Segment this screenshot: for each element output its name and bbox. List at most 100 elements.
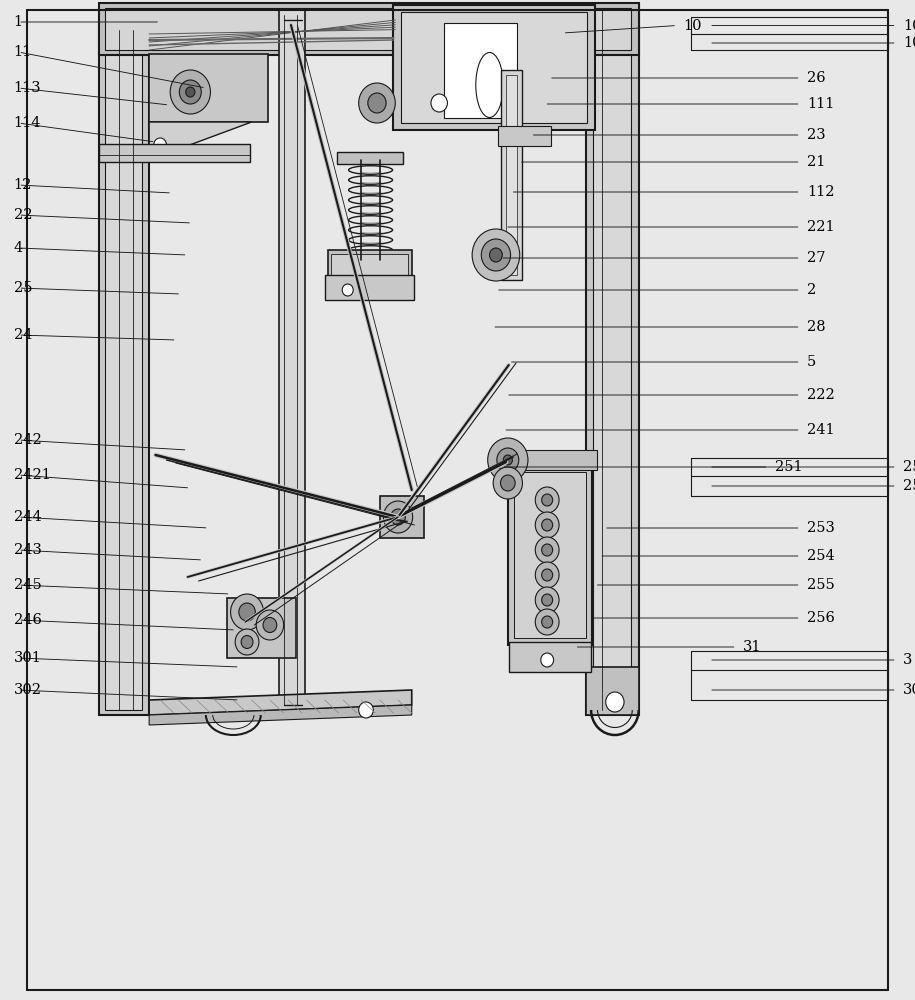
Text: 241: 241 <box>807 423 834 437</box>
Circle shape <box>264 617 277 633</box>
Text: 221: 221 <box>807 220 834 234</box>
Bar <box>279 10 305 705</box>
Text: 26: 26 <box>807 71 825 85</box>
Text: 12: 12 <box>14 178 32 192</box>
Circle shape <box>542 594 553 606</box>
Circle shape <box>170 70 210 114</box>
Circle shape <box>541 653 554 667</box>
Circle shape <box>472 229 520 281</box>
Bar <box>328 250 412 282</box>
Text: 101: 101 <box>903 18 915 32</box>
Text: 2421: 2421 <box>14 468 50 482</box>
Bar <box>593 7 631 710</box>
Circle shape <box>542 616 553 628</box>
Bar <box>509 642 591 672</box>
Bar <box>99 20 149 715</box>
Bar <box>514 472 586 638</box>
Bar <box>506 75 517 275</box>
Text: 302: 302 <box>14 683 42 697</box>
Text: 2521: 2521 <box>903 479 915 493</box>
Text: 112: 112 <box>807 185 834 199</box>
Text: 253: 253 <box>807 521 834 535</box>
Text: 30: 30 <box>903 683 915 697</box>
Bar <box>331 254 408 278</box>
Text: 222: 222 <box>807 388 834 402</box>
Text: 4: 4 <box>14 241 23 255</box>
Text: 10: 10 <box>684 18 702 32</box>
Text: 102: 102 <box>903 36 915 50</box>
Circle shape <box>391 509 405 525</box>
Ellipse shape <box>476 52 503 117</box>
Bar <box>149 54 268 122</box>
Circle shape <box>186 87 195 97</box>
Circle shape <box>383 501 413 533</box>
Text: 21: 21 <box>807 155 825 169</box>
Circle shape <box>535 537 559 563</box>
Bar <box>337 152 403 164</box>
Text: 244: 244 <box>14 510 41 524</box>
Circle shape <box>488 438 528 482</box>
Circle shape <box>235 629 259 655</box>
Text: 1: 1 <box>14 15 23 29</box>
Text: 3: 3 <box>903 653 912 667</box>
Bar <box>99 3 639 55</box>
Text: 23: 23 <box>807 128 825 142</box>
Text: 254: 254 <box>807 549 834 563</box>
Circle shape <box>342 284 353 296</box>
Circle shape <box>493 467 522 499</box>
Circle shape <box>359 702 373 718</box>
Polygon shape <box>149 705 412 725</box>
Circle shape <box>256 610 284 640</box>
Text: 25: 25 <box>14 281 32 295</box>
Circle shape <box>535 587 559 613</box>
Text: 2: 2 <box>807 283 816 297</box>
Circle shape <box>535 562 559 588</box>
Bar <box>498 126 551 146</box>
Polygon shape <box>149 122 252 160</box>
Bar <box>503 450 597 470</box>
Circle shape <box>535 609 559 635</box>
Circle shape <box>542 544 553 556</box>
Text: 243: 243 <box>14 543 41 557</box>
Circle shape <box>542 494 553 506</box>
Bar <box>325 275 414 300</box>
Circle shape <box>503 455 512 465</box>
Bar <box>444 23 517 118</box>
Text: 252: 252 <box>903 460 915 474</box>
Text: 242: 242 <box>14 433 41 447</box>
Circle shape <box>431 94 447 112</box>
Bar <box>508 465 592 645</box>
Text: 5: 5 <box>807 355 816 369</box>
Bar <box>393 5 595 130</box>
Text: 31: 31 <box>743 640 761 654</box>
Circle shape <box>242 636 253 648</box>
Text: 301: 301 <box>14 651 41 665</box>
Circle shape <box>497 448 519 472</box>
Text: 28: 28 <box>807 320 825 334</box>
Text: 11: 11 <box>14 45 32 59</box>
Bar <box>380 496 424 538</box>
Text: 24: 24 <box>14 328 32 342</box>
Bar <box>586 667 639 715</box>
Bar <box>105 22 142 710</box>
Circle shape <box>490 248 502 262</box>
Text: 246: 246 <box>14 613 41 627</box>
Circle shape <box>368 93 386 113</box>
Bar <box>99 144 250 162</box>
Text: 256: 256 <box>807 611 834 625</box>
Circle shape <box>481 239 511 271</box>
Circle shape <box>231 594 264 630</box>
Circle shape <box>179 80 201 104</box>
Circle shape <box>535 512 559 538</box>
Text: 22: 22 <box>14 208 32 222</box>
Circle shape <box>154 138 167 152</box>
Text: 113: 113 <box>14 81 41 95</box>
Circle shape <box>542 519 553 531</box>
Bar <box>401 12 587 123</box>
Text: 255: 255 <box>807 578 834 592</box>
Circle shape <box>606 692 624 712</box>
Circle shape <box>359 83 395 123</box>
Bar <box>105 8 631 50</box>
Polygon shape <box>149 690 412 715</box>
Circle shape <box>501 475 515 491</box>
